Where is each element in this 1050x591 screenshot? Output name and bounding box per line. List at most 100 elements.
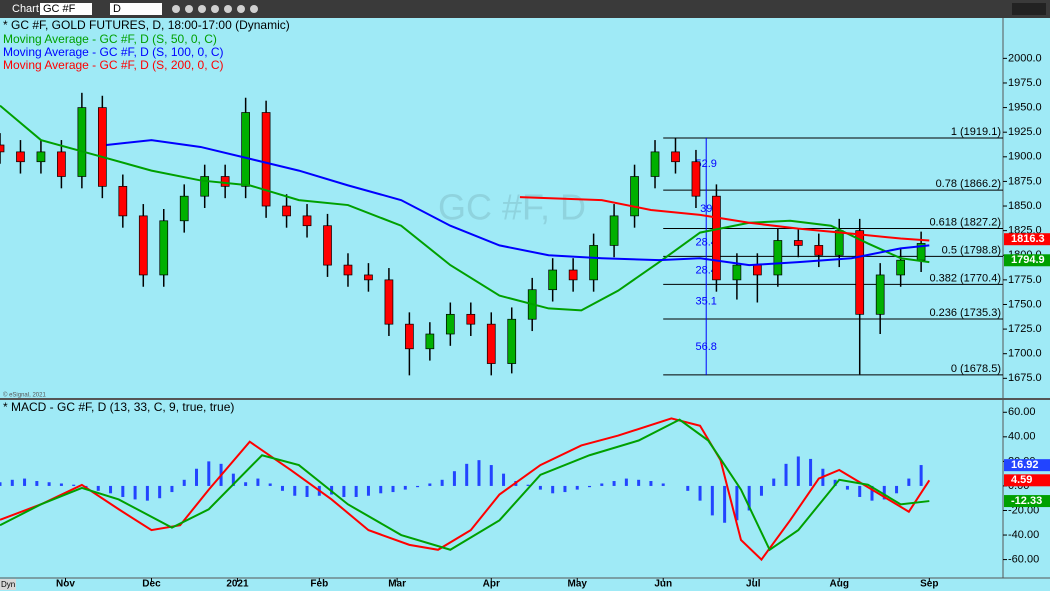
fib-diff: 39 xyxy=(700,203,712,215)
histogram-bar xyxy=(109,485,113,494)
moving-average xyxy=(519,196,930,242)
histogram-bar xyxy=(686,485,690,491)
icon[interactable] xyxy=(185,5,193,13)
fib-label: 0.618 (1827.2) xyxy=(929,216,1001,228)
histogram-bar xyxy=(624,478,628,486)
window-controls[interactable] xyxy=(1012,3,1046,15)
histogram-bar xyxy=(612,481,616,486)
candle-body xyxy=(302,215,312,227)
mode-box[interactable] xyxy=(0,579,16,590)
candle-body xyxy=(97,107,107,187)
histogram-bar xyxy=(354,485,358,497)
candle-body xyxy=(343,264,353,276)
symbol-input[interactable]: GC #F xyxy=(43,3,76,15)
y-tick-label: 1950.0 xyxy=(1008,101,1042,113)
macd-line xyxy=(0,418,930,552)
y-tick-label: 1675.0 xyxy=(1008,372,1042,384)
histogram-bar xyxy=(723,485,727,523)
candle-body xyxy=(323,225,332,266)
candle-body xyxy=(0,144,5,153)
fib-label: 0 (1678.5) xyxy=(951,363,1001,375)
histogram-bar xyxy=(919,465,923,486)
histogram-bar xyxy=(796,456,800,486)
candle-body xyxy=(364,274,373,281)
histogram-bar xyxy=(563,485,567,493)
histogram-bar xyxy=(59,483,63,486)
y-tick-label: -20.00 xyxy=(1008,504,1039,516)
candle-body xyxy=(77,107,87,177)
x-tick-label: Nov xyxy=(56,579,75,590)
y-tick-label: 1700.0 xyxy=(1008,348,1042,360)
histogram-bar xyxy=(502,473,506,486)
candle-body xyxy=(732,264,742,281)
icon[interactable] xyxy=(198,5,206,13)
candle-body xyxy=(466,313,476,325)
interval-box[interactable] xyxy=(110,3,162,15)
price-tag xyxy=(1004,233,1050,246)
chart-tab[interactable]: Chart xyxy=(12,3,39,15)
histogram-bar xyxy=(195,468,199,486)
histogram-bar xyxy=(809,458,813,486)
y-tick-label: 1850.0 xyxy=(1008,200,1042,212)
interval-input[interactable]: D xyxy=(113,3,121,15)
mode-label[interactable]: Dyn xyxy=(1,580,15,589)
histogram-bar xyxy=(600,483,604,486)
icon[interactable] xyxy=(211,5,219,13)
candle-body xyxy=(671,151,680,163)
candle-body xyxy=(200,176,210,197)
histogram-bar xyxy=(845,485,849,490)
histogram-bar xyxy=(698,485,702,501)
histogram-bar xyxy=(784,463,788,486)
y-tick-label: -60.00 xyxy=(1008,553,1039,565)
histogram-bar xyxy=(526,484,530,486)
histogram-bar xyxy=(710,485,714,516)
histogram-bar xyxy=(293,485,297,496)
histogram-bar xyxy=(145,485,149,501)
candle-body xyxy=(609,215,619,246)
symbol-box[interactable] xyxy=(40,3,92,15)
icon[interactable] xyxy=(224,5,232,13)
candle-body xyxy=(282,205,291,217)
histogram-bar xyxy=(244,482,248,486)
x-tick-label: Jun xyxy=(654,579,672,590)
y-tick-label: 60.00 xyxy=(1008,406,1036,418)
x-tick-label: 2021 xyxy=(226,579,249,590)
histogram-bar xyxy=(870,485,874,501)
histogram-bar xyxy=(907,478,911,486)
plots: 2000.0 1975.0 1950.0 1925.0 1900.0 1875.0 1850… xyxy=(0,52,1050,590)
y-tick-label: 1875.0 xyxy=(1008,175,1042,187)
histogram-bar xyxy=(305,485,309,497)
candle-body xyxy=(753,264,762,276)
histogram-bar xyxy=(882,485,886,500)
icon[interactable] xyxy=(250,5,258,13)
histogram-bar xyxy=(207,461,211,486)
histogram-bar xyxy=(379,485,383,494)
candle-body xyxy=(220,176,230,187)
candle-body xyxy=(548,269,558,291)
candle-body xyxy=(261,112,271,207)
fib-label: 0.382 (1770.4) xyxy=(929,272,1001,284)
fib-label: 1 (1919.1) xyxy=(951,126,1001,138)
x-tick-label: Aug xyxy=(830,579,849,590)
candle-body xyxy=(814,245,824,256)
histogram-bar xyxy=(649,481,653,486)
price-title: * GC #F, GOLD FUTURES, D, 18:00-17:00 (D… xyxy=(3,18,290,32)
price-tag-label: 4.59 xyxy=(1011,474,1032,486)
histogram-bar xyxy=(575,485,579,490)
price-tag xyxy=(1004,254,1050,267)
fib-diff: 52.9 xyxy=(695,158,716,170)
candle-body xyxy=(384,279,394,325)
icon[interactable] xyxy=(237,5,245,13)
price-tag-label: 1816.3 xyxy=(1011,233,1045,245)
y-tick-label: 1750.0 xyxy=(1008,298,1042,310)
histogram-bar xyxy=(551,485,555,494)
y-tick-label: 2000.0 xyxy=(1008,52,1042,64)
candle-body xyxy=(630,176,639,217)
legend-entry: Moving Average - GC #F, D (S, 100, 0, C) xyxy=(3,45,224,59)
fib-label: 0.236 (1735.3) xyxy=(929,307,1001,319)
histogram-bar xyxy=(833,479,837,486)
candle-body xyxy=(875,274,885,315)
price-tag xyxy=(1004,474,1050,487)
icon[interactable] xyxy=(172,5,180,13)
watermark: GC #F, D xyxy=(438,187,586,228)
